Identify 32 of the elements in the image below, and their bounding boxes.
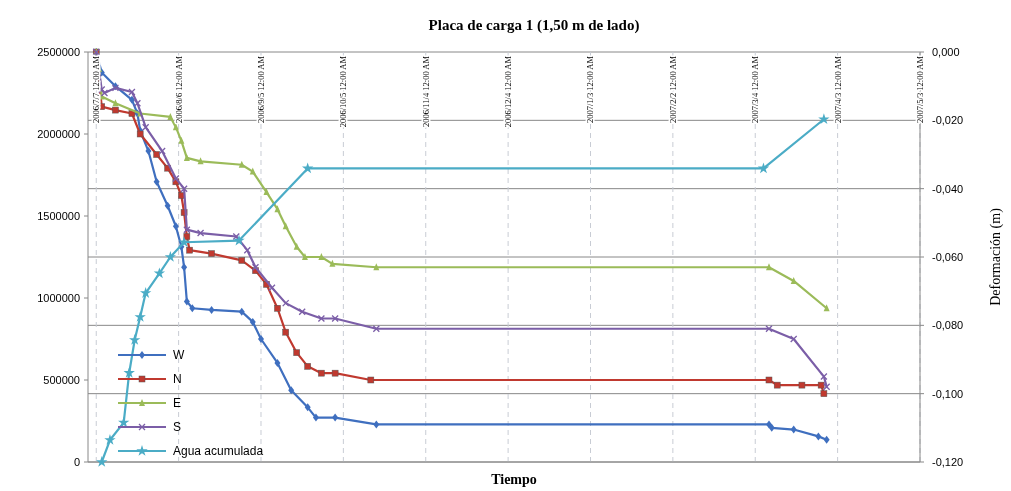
y2-tick-label: -0,100: [932, 387, 964, 400]
x-tick-label: 2006/11/4 12:00 AM: [420, 55, 431, 127]
x-tick-label: 2006/9/5 12:00 AM: [255, 55, 266, 124]
x-tick-label: 2007/5/3 12:00 AM: [914, 55, 925, 124]
y2-tick-label: -0,020: [932, 114, 964, 127]
x-tick-label: 2006/8/6 12:00 AM: [173, 55, 184, 124]
x-tick-label: 2006/10/5 12:00 AM: [338, 55, 349, 128]
y-tick-label: 1500000: [37, 209, 80, 222]
x-tick-label: 2006/7/7 12:00 AM: [91, 55, 102, 124]
x-axis-title: Tiempo: [491, 472, 537, 487]
y2-tick-label: 0,000: [932, 45, 960, 58]
y-tick-label: 2500000: [37, 45, 80, 58]
y2-tick-label: -0,040: [932, 182, 964, 195]
legend-label: Agua acumulada: [173, 444, 264, 459]
x-tick-label: 2006/12/4 12:00 AM: [503, 55, 514, 128]
x-tick-label: 2007/4/3 12:00 AM: [832, 55, 843, 124]
legend-label: E: [173, 396, 182, 411]
legend-label: W: [173, 348, 185, 363]
legend-label: S: [173, 420, 182, 435]
y-tick-label: 1000000: [37, 291, 80, 304]
y-tick-label: 0: [73, 455, 80, 468]
x-tick-label: 2007/1/3 12:00 AM: [585, 55, 596, 124]
legend-label: N: [173, 372, 182, 387]
y-tick-label: 500000: [43, 373, 80, 386]
y2-tick-label: -0,120: [932, 455, 964, 468]
y2-tick-label: -0,060: [932, 250, 964, 263]
y2-tick-label: -0,080: [932, 319, 964, 332]
chart-title: Placa de carga 1 (1,50 m de lado): [428, 17, 640, 34]
y-tick-label: 2000000: [37, 127, 80, 140]
x-tick-label: 2007/2/2 12:00 AM: [667, 55, 678, 124]
x-tick-label: 2007/3/4 12:00 AM: [750, 55, 761, 124]
y2-axis-title: Deformación (m): [988, 207, 1004, 306]
